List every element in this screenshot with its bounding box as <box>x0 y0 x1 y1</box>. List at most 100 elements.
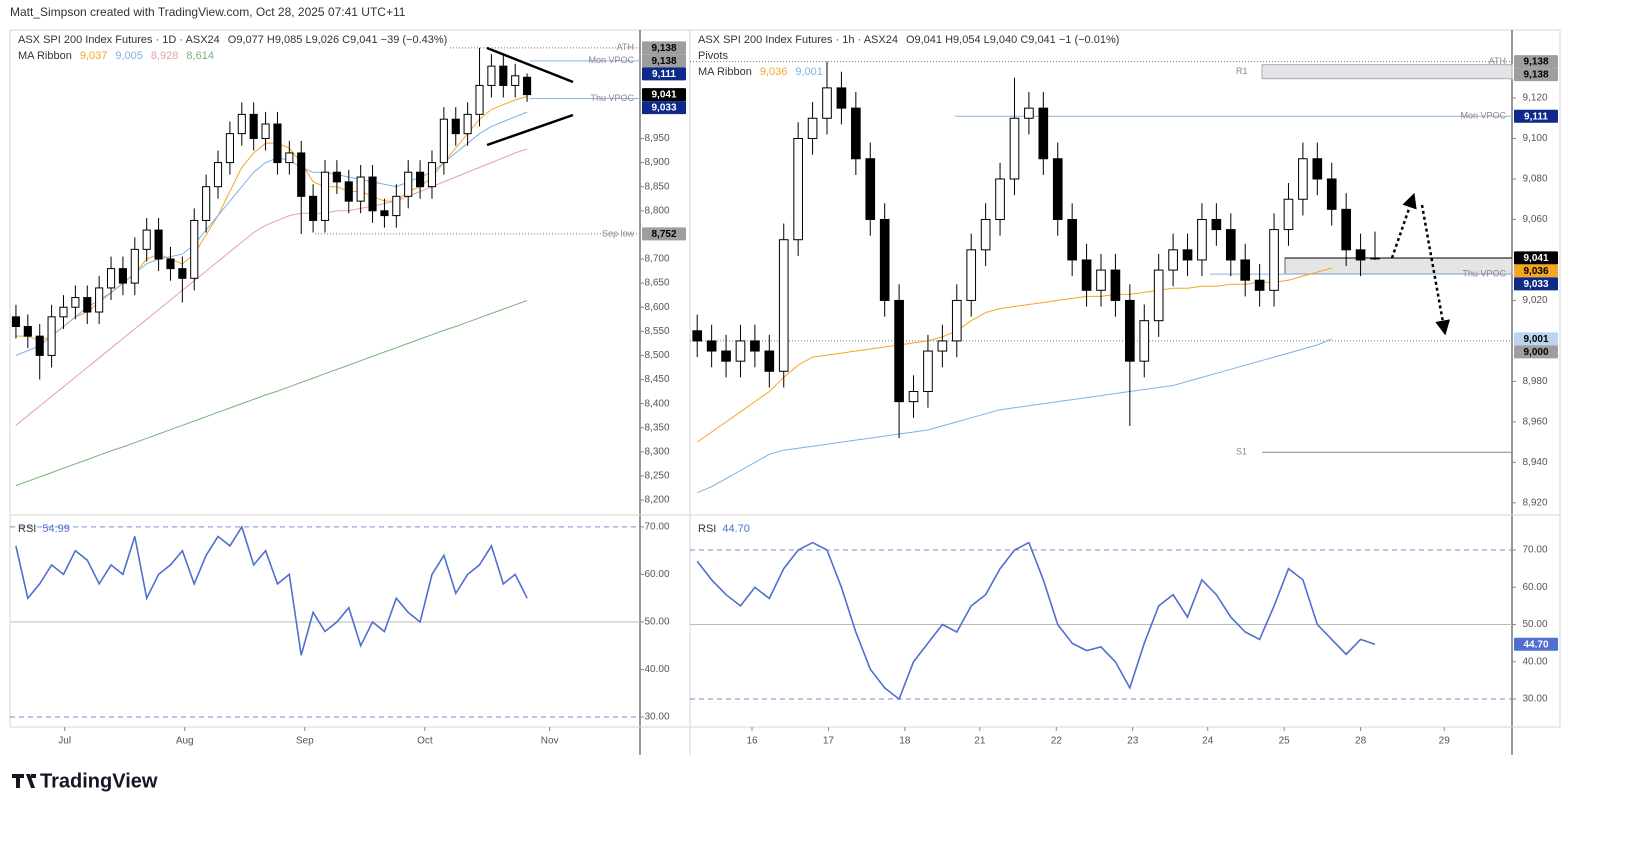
candle-body <box>1225 229 1236 261</box>
candle-body <box>721 350 731 362</box>
legend-line: RSI 54.99 <box>18 523 70 535</box>
indicator-label: MA Ribbon <box>18 50 72 62</box>
ma-line <box>15 300 528 487</box>
candle-body <box>273 123 282 164</box>
arrow <box>1420 204 1451 336</box>
candle-body <box>822 87 832 119</box>
y-tick-label: 70.00 <box>644 522 669 533</box>
candle-body <box>309 195 318 221</box>
candle-body <box>416 171 425 188</box>
y-tick-label: 8,800 <box>644 205 669 216</box>
candle-body <box>1168 249 1178 271</box>
candle-body <box>1254 279 1265 291</box>
price-tag <box>1514 345 1558 359</box>
candle-body <box>368 176 377 212</box>
y-tick-label: 70.00 <box>1522 545 1547 556</box>
candle-body <box>320 171 330 221</box>
candle-body <box>106 268 116 289</box>
price-tag-label: 9,036 <box>1523 266 1548 277</box>
candle-body <box>995 178 1005 220</box>
candle-body <box>154 229 163 260</box>
price-tag <box>1514 637 1558 651</box>
candle-body <box>1182 249 1193 261</box>
indicator-label: MA Ribbon <box>698 66 752 78</box>
y-tick-label: 40.00 <box>1522 656 1547 667</box>
rsi-line <box>696 541 1376 701</box>
candle-body <box>836 87 847 109</box>
arrow <box>1390 192 1417 259</box>
candle-body <box>937 340 948 352</box>
candle-body <box>83 297 92 313</box>
candle-body <box>1052 158 1063 220</box>
price-tag-label: 9,033 <box>1523 279 1548 290</box>
candle-body <box>1009 117 1020 180</box>
level-label: Thu VPOC <box>1462 268 1506 278</box>
logo-icon <box>12 774 36 788</box>
x-tick-label: 29 <box>1439 736 1451 747</box>
candle-body <box>178 268 187 279</box>
candle-body <box>166 258 175 270</box>
candle-body <box>1370 257 1380 260</box>
legend-line: MA Ribbon 9,037 9,005 8,928 8,614 <box>18 50 214 62</box>
y-tick-label: 8,920 <box>1522 497 1547 508</box>
candle-body <box>118 268 127 284</box>
x-tick-label: 24 <box>1202 736 1214 747</box>
legend-line: MA Ribbon 9,036 9,001 <box>698 66 823 78</box>
candle-body <box>297 152 306 197</box>
y-tick-label: 8,200 <box>644 495 669 506</box>
ma-line <box>696 267 1332 443</box>
candle-body <box>951 299 962 342</box>
candle-body <box>1312 158 1323 180</box>
y-tick-label: 8,600 <box>644 302 669 313</box>
y-tick-label: 8,900 <box>644 157 669 168</box>
candle-body <box>764 350 775 372</box>
candle-body <box>1326 178 1337 210</box>
candle-body <box>261 123 270 139</box>
level-label: ATH <box>617 42 634 52</box>
y-tick-label: 9,080 <box>1522 174 1547 185</box>
candle-body <box>1067 218 1077 261</box>
candle-body <box>511 75 520 86</box>
level-label: ATH <box>1489 56 1506 66</box>
x-tick-label: 16 <box>746 736 758 747</box>
price-tag-label: 9,041 <box>1523 253 1548 264</box>
candle-body <box>692 330 703 342</box>
candle-body <box>1269 229 1279 291</box>
price-tag <box>642 54 686 68</box>
candle-body <box>966 249 977 301</box>
x-tick-label: Nov <box>541 736 559 747</box>
price-tag-label: 9,000 <box>1523 347 1548 358</box>
candle-body <box>523 76 532 96</box>
y-tick-label: 8,500 <box>644 350 669 361</box>
chart-title: ASX SPI 200 Index Futures · 1D · ASX24 <box>18 34 220 46</box>
candle-body <box>1038 107 1049 160</box>
legend-line: RSI 44.70 <box>698 523 750 535</box>
price-tag-label: 8,752 <box>651 229 676 240</box>
level-label: Thu VPOC <box>590 93 634 103</box>
ma-value: 9,036 <box>760 66 788 78</box>
x-tick-label: 22 <box>1051 736 1063 747</box>
trendline <box>486 46 574 84</box>
y-tick-label: 8,350 <box>644 422 669 433</box>
price-tag-label: 9,001 <box>1523 334 1548 345</box>
candle-body <box>130 248 139 284</box>
candle-body <box>778 239 789 372</box>
y-tick-label: 8,450 <box>644 374 669 385</box>
indicator-label: Pivots <box>698 50 728 62</box>
ma-line <box>697 338 1332 494</box>
y-tick-label: 8,650 <box>644 278 669 289</box>
price-tag <box>642 227 686 241</box>
x-tick-label: 18 <box>899 736 911 747</box>
candle-body <box>249 113 258 139</box>
candle-body <box>807 117 818 139</box>
candle-body <box>1197 218 1207 261</box>
indicator-value: 54.99 <box>42 523 70 535</box>
y-tick-label: 8,850 <box>644 181 669 192</box>
candle-body <box>1341 208 1351 251</box>
pivot-zone <box>1261 64 1513 80</box>
candle-body <box>213 162 223 188</box>
rsi-line <box>15 525 528 656</box>
candle-body <box>865 158 876 220</box>
